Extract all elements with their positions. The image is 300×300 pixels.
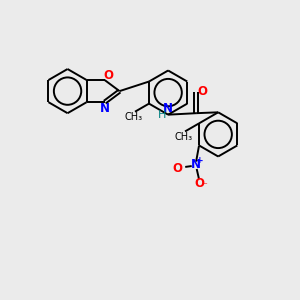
Text: +: + bbox=[196, 156, 204, 165]
Text: O: O bbox=[173, 163, 183, 176]
Text: N: N bbox=[100, 101, 110, 115]
Text: H: H bbox=[158, 110, 166, 120]
Text: CH₃: CH₃ bbox=[175, 132, 193, 142]
Text: N: N bbox=[163, 102, 172, 115]
Text: O: O bbox=[103, 69, 113, 82]
Text: O: O bbox=[194, 177, 204, 190]
Text: CH₃: CH₃ bbox=[124, 112, 142, 122]
Text: N: N bbox=[191, 158, 201, 171]
Text: ⁻: ⁻ bbox=[201, 182, 207, 192]
Text: O: O bbox=[198, 85, 208, 98]
